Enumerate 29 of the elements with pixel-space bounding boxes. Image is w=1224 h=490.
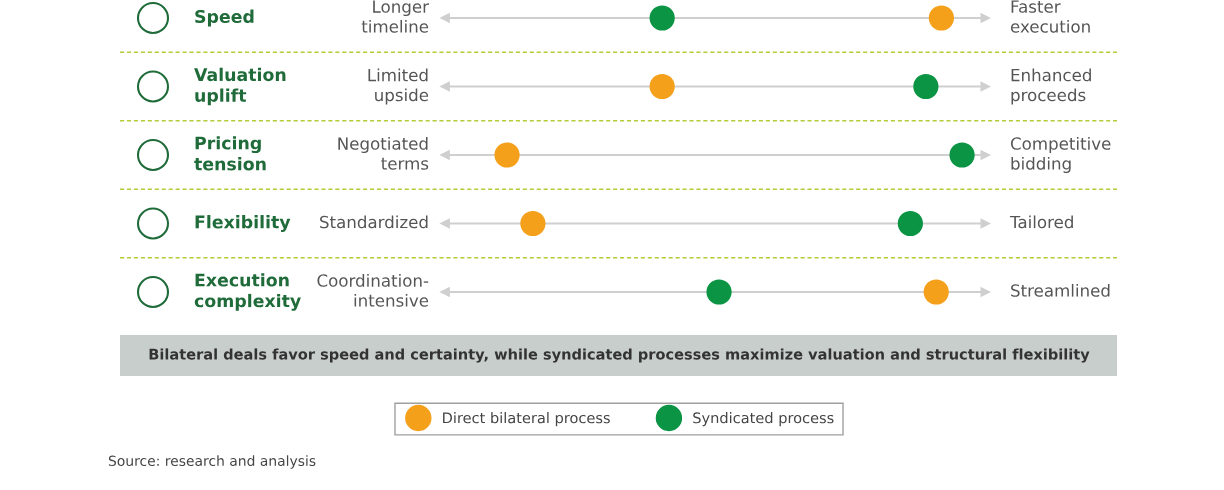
legend-label: Syndicated process [693,412,834,427]
text: Competitive bidding [1010,136,1111,174]
text: Longer timeline [361,0,429,33]
source-note: Source: research and analysis [108,455,316,469]
point [949,142,975,168]
point [494,142,520,168]
point [928,5,955,31]
text: Bilateral deals favor speed and certainty, while syndicated processes maximize valuation and structural flexibility [149,348,1090,363]
point [923,279,949,305]
point [897,210,923,237]
y-tick-label: Execution complexity [194,273,301,311]
point [913,73,939,100]
y-tick-label: Pricing tension [194,136,266,171]
point [706,279,732,305]
text: Limited upside [368,68,429,105]
y-tick-label: Flexibility [195,215,291,232]
legend-label: Direct bilateral process [443,412,610,427]
text: Enhanced proceeds [1011,68,1091,105]
text: Tailored [1009,215,1073,229]
y-tick-label: Speed [195,9,254,27]
text: Negotiated terms [338,136,429,170]
point [649,73,675,100]
text: Coordination- intensive [317,273,429,307]
y-tick-label: Valuation uplift [194,67,286,106]
text: Streamlined [1011,283,1110,297]
point [520,210,546,237]
text: Faster execution [1010,0,1090,33]
point [649,5,675,31]
text: Standardized [320,215,428,229]
